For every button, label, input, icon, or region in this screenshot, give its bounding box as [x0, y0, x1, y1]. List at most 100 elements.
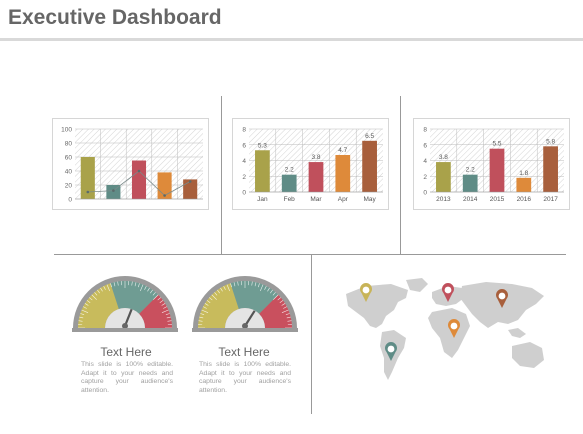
- data-label: 1.8: [519, 170, 528, 177]
- gauge-tick: [147, 287, 150, 292]
- y-tick-label: 40: [65, 169, 73, 176]
- bar: [489, 148, 505, 192]
- gauge-tick: [251, 281, 253, 286]
- north-america-shape: [346, 284, 408, 328]
- gauge-tick: [97, 289, 100, 294]
- gauge-tick: [167, 320, 172, 322]
- x-tick-label: 2015: [490, 196, 505, 203]
- gauge-tick: [89, 297, 93, 301]
- gauge-tick: [100, 287, 103, 292]
- bar: [281, 174, 297, 192]
- bar: [183, 179, 198, 199]
- bar: [335, 154, 351, 192]
- location-pin-icon[interactable]: [496, 289, 508, 308]
- gauge-segment: [139, 294, 172, 328]
- gauge-tick: [78, 320, 83, 322]
- gauge-tick: [166, 316, 171, 319]
- gauge-tick: [140, 284, 144, 292]
- gauge-tick: [270, 289, 273, 294]
- gauge-tick: [165, 313, 170, 315]
- gauge-tick: [110, 283, 112, 288]
- gauge-tick: [223, 285, 226, 290]
- bar: [131, 160, 147, 199]
- gauge-tick: [233, 282, 236, 287]
- gauge-tick: [283, 306, 288, 309]
- gauge-tick: [260, 284, 264, 292]
- divider-vertical-3: [311, 254, 312, 414]
- chart-panel-1: 100 80 60 40 20 0: [52, 118, 209, 210]
- divider-vertical-2: [400, 96, 401, 254]
- gauge-tick: [277, 297, 281, 301]
- gauge-hub-face: [225, 308, 265, 328]
- location-pin-icon[interactable]: [448, 319, 460, 338]
- data-label: 4.7: [338, 147, 347, 154]
- bar: [106, 185, 121, 199]
- data-label: 2.2: [285, 167, 294, 174]
- gauge-needle: [123, 308, 133, 327]
- gauge-tick: [230, 283, 232, 288]
- monthly-bar-chart: 8 6 4 2 0 5.3 Jan 2.2 Feb 3.8 Mar 4.7 Apr 6.5 May: [242, 127, 383, 203]
- x-tick-label: Apr: [338, 196, 349, 203]
- gauge-tick: [206, 300, 211, 303]
- gauge-tick: [106, 284, 110, 292]
- gauge-segment: [110, 281, 159, 314]
- gauge-tick: [286, 316, 291, 319]
- y-tick-label: 20: [65, 183, 73, 190]
- gauge-tick: [144, 285, 147, 290]
- gauge-tick: [161, 309, 169, 313]
- gauge-tick: [254, 282, 257, 287]
- chart-panel-2: 8 6 4 2 0 5.3 Jan 2.2 Feb 3.8 Mar 4.7 Apr 6.5 May: [232, 118, 389, 210]
- location-pin-icon[interactable]: [385, 342, 397, 361]
- gauge-segment: [198, 283, 239, 328]
- data-label: 5.5: [492, 141, 501, 148]
- gauge-tick: [237, 281, 239, 286]
- data-label: 5.8: [546, 138, 555, 145]
- data-label: 5.3: [258, 142, 267, 149]
- location-pin-icon[interactable]: [442, 283, 454, 302]
- x-tick-label: 2016: [517, 196, 532, 203]
- bar: [308, 162, 324, 192]
- gauge-tick: [264, 285, 267, 290]
- y-tick-label: 6: [423, 142, 427, 149]
- gauge-tick: [84, 303, 89, 306]
- gauge-hub: [242, 323, 248, 329]
- chart-panel-3: 8 6 4 2 0 3.8 2013 2.2 2014 5.5 2015 1.8 2016 5.8 2017: [413, 118, 570, 210]
- y-tick-label: 100: [61, 127, 72, 134]
- gauge-tick: [201, 309, 209, 313]
- y-tick-label: 2: [423, 174, 427, 181]
- gauge-tick: [82, 306, 87, 309]
- gauge-tick: [226, 284, 230, 292]
- gauge-tick: [138, 283, 140, 288]
- bar: [362, 140, 377, 192]
- gauge-tick: [159, 300, 164, 303]
- bar: [516, 177, 532, 192]
- gauge-2-description: This slide is 100% editable. Adapt it to…: [199, 361, 291, 394]
- y-tick-label: 4: [242, 158, 246, 165]
- gauge-tick: [91, 294, 97, 300]
- x-tick-label: Feb: [284, 196, 296, 203]
- gauge-tick: [161, 303, 166, 306]
- gauge-tick: [134, 282, 137, 287]
- gauge-tick: [200, 313, 205, 315]
- y-tick-label: 0: [242, 190, 246, 197]
- gauge-2-title: Text Here: [218, 345, 270, 359]
- gauge-tick: [220, 287, 223, 292]
- gauge-tick: [131, 281, 133, 286]
- gauge-tick: [211, 294, 217, 300]
- page-title: Executive Dashboard: [8, 6, 222, 29]
- bar: [543, 146, 558, 192]
- world-map: [346, 278, 544, 380]
- speedometer-gauge-2: [192, 276, 298, 332]
- gauge-tick: [117, 281, 119, 286]
- location-pin-icon[interactable]: [360, 283, 372, 302]
- gauge-tick: [198, 320, 203, 322]
- bar-line-chart: 100 80 60 40 20 0: [61, 127, 203, 204]
- gauge-segment: [230, 281, 279, 314]
- trend-point: [163, 194, 166, 197]
- y-tick-label: 8: [423, 127, 427, 134]
- gauge-tick: [79, 316, 84, 319]
- gauge-tick: [273, 294, 279, 300]
- gauge-segment: [78, 283, 119, 328]
- greenland-shape: [406, 278, 428, 292]
- gauge-tick: [267, 287, 270, 292]
